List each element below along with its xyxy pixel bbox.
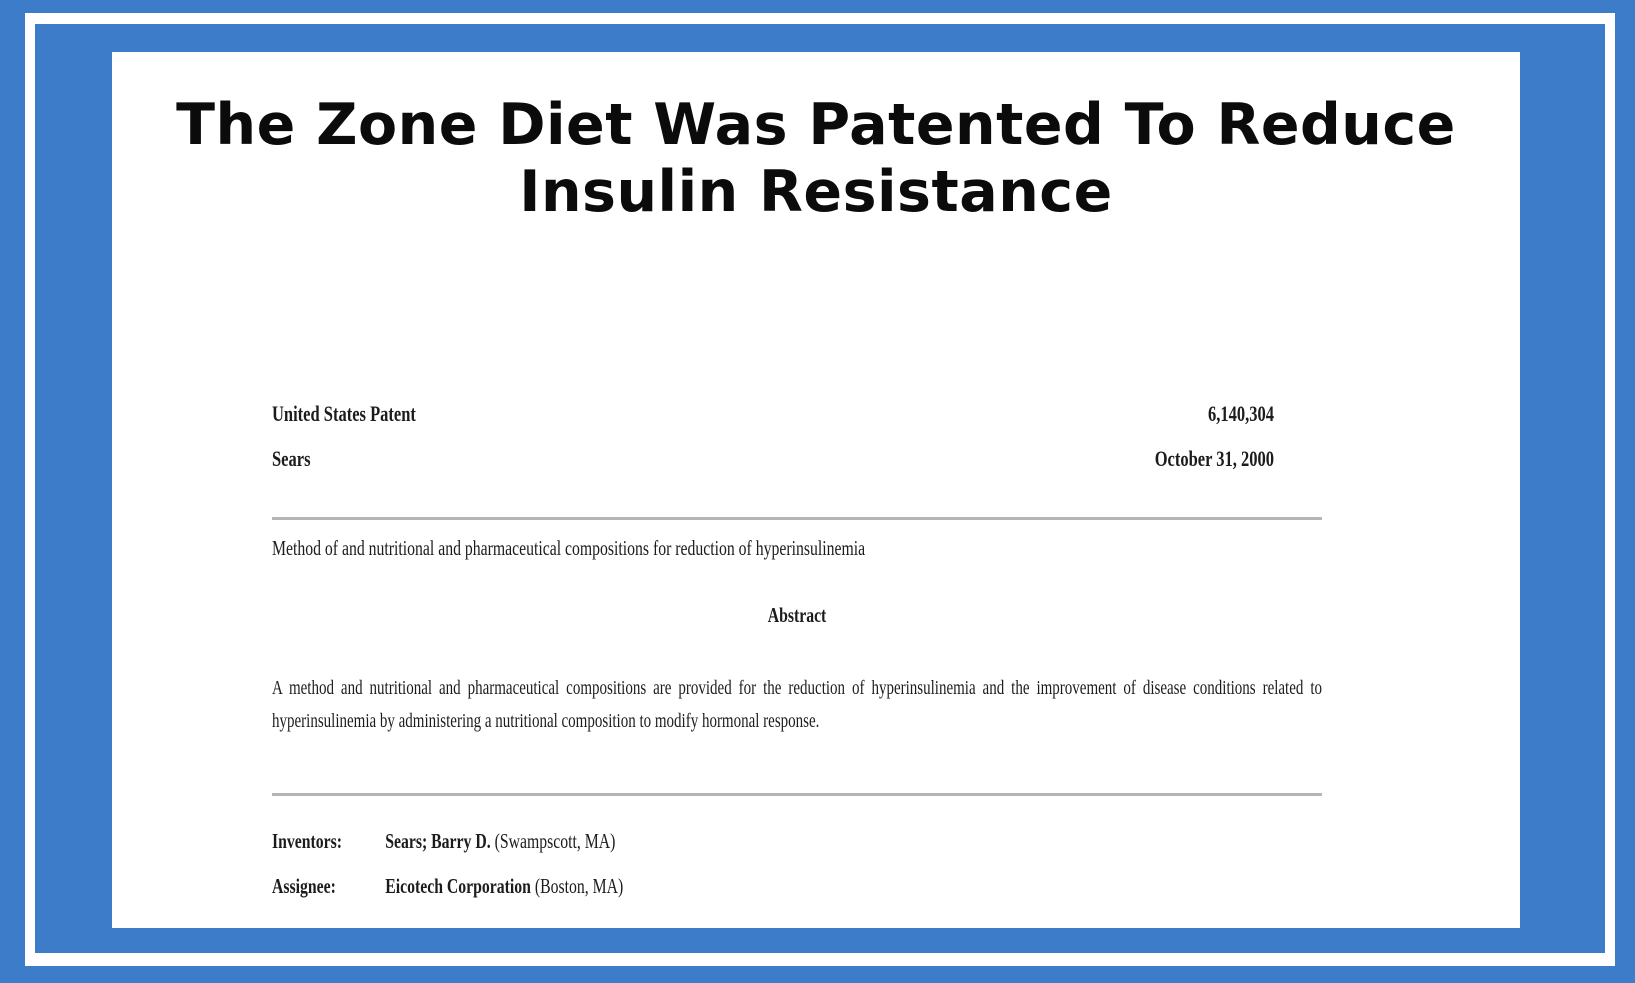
patent-document: United States Patent 6,140,304 Sears Oct… bbox=[272, 402, 1322, 918]
assignee-row: Assignee: Eicotech Corporation (Boston, M… bbox=[272, 873, 1322, 899]
patent-header-row-1: United States Patent 6,140,304 bbox=[272, 402, 1322, 426]
inventors-row: Inventors: Sears; Barry D. (Swampscott, M… bbox=[272, 828, 1322, 854]
inventor-location: (Swampscott, MA) bbox=[494, 829, 616, 853]
slide-title-line1: The Zone Diet Was Patented To Reduce bbox=[176, 92, 1456, 158]
inner-blue-frame: The Zone Diet Was Patented To Reduce Ins… bbox=[35, 24, 1605, 953]
patent-fields: Inventors: Sears; Barry D. (Swampscott, M… bbox=[272, 828, 1322, 899]
patent-issue-date: October 31, 2000 bbox=[1154, 446, 1274, 471]
inventors-value: Sears; Barry D. (Swampscott, MA) bbox=[385, 828, 615, 854]
patent-inventor-surname: Sears bbox=[272, 446, 311, 471]
slide-title-line2: Insulin Resistance bbox=[519, 159, 1113, 226]
patent-header-row-2: Sears October 31, 2000 bbox=[272, 447, 1322, 471]
assignee-label: Assignee: bbox=[272, 874, 336, 898]
inventor-name: Sears; Barry D. bbox=[385, 829, 491, 853]
inventors-label: Inventors: bbox=[272, 829, 343, 853]
assignee-location: (Boston, MA) bbox=[534, 874, 624, 898]
patent-title: Method of and nutritional and pharmaceut… bbox=[272, 536, 866, 560]
abstract-text: A method and nutritional and pharmaceuti… bbox=[272, 677, 1322, 732]
assignee-value: Eicotech Corporation (Boston, MA) bbox=[385, 873, 623, 899]
patent-number: 6,140,304 bbox=[1208, 401, 1274, 426]
outer-white-frame: The Zone Diet Was Patented To Reduce Ins… bbox=[25, 13, 1615, 966]
abstract-heading: Abstract bbox=[767, 603, 827, 627]
slide-canvas: The Zone Diet Was Patented To Reduce Ins… bbox=[112, 52, 1520, 928]
slide-title: The Zone Diet Was Patented To Reduce Ins… bbox=[132, 92, 1500, 227]
patent-office-name: United States Patent bbox=[272, 401, 416, 426]
divider-top bbox=[272, 517, 1322, 520]
divider-bottom bbox=[272, 793, 1322, 796]
assignee-name: Eicotech Corporation bbox=[385, 874, 531, 898]
